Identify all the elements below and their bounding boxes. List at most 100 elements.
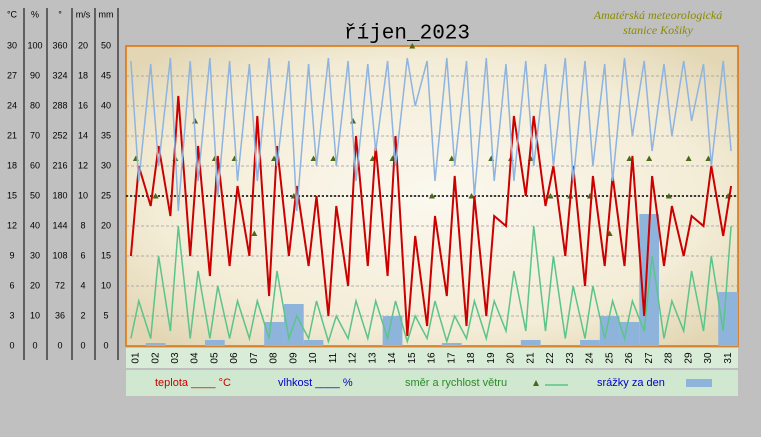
wind-direction-marker — [330, 155, 337, 161]
wind-direction-marker — [251, 230, 258, 236]
x-tick-label: 06 — [229, 352, 240, 364]
y-tick-label: 108 — [52, 250, 67, 260]
x-tick-label: 18 — [466, 352, 477, 364]
x-tick-label: 02 — [150, 352, 161, 364]
wind-direction-marker — [429, 193, 435, 199]
wind-direction-marker — [705, 155, 712, 161]
y-tick-label: 60 — [30, 160, 40, 170]
y-tick-label: 10 — [78, 190, 88, 200]
series-line — [130, 57, 732, 212]
x-tick-label: 31 — [723, 352, 734, 364]
series-line — [130, 225, 732, 345]
axis-unit: ° — [58, 9, 62, 19]
wind-direction-marker — [448, 155, 455, 161]
x-tick-label: 09 — [288, 352, 299, 364]
y-tick-label: 12 — [7, 220, 17, 230]
x-tick-label: 27 — [644, 352, 655, 364]
x-tick-label: 10 — [308, 352, 319, 364]
x-axis-band — [126, 348, 738, 368]
wind-direction-marker — [152, 193, 159, 199]
y-tick-label: 30 — [101, 160, 111, 170]
y-tick-label: 36 — [55, 310, 65, 320]
y-tick-label: 16 — [78, 100, 88, 110]
y-tick-label: 180 — [52, 190, 67, 200]
y-tick-label: 20 — [30, 280, 40, 290]
chart-title: říjen_2023 — [344, 23, 470, 46]
y-tick-label: 252 — [52, 130, 67, 140]
wind-direction-marker — [665, 193, 672, 199]
y-tick-label: 0 — [103, 340, 108, 350]
axis-unit: °C — [7, 9, 18, 19]
y-tick-label: 30 — [30, 250, 40, 260]
station-name: stanice Košiky — [623, 23, 693, 37]
x-tick-label: 25 — [604, 352, 615, 364]
y-tick-label: 3 — [9, 310, 14, 320]
y-tick-label: 35 — [101, 130, 111, 140]
y-tick-label: 0 — [80, 340, 85, 350]
y-tick-label: 288 — [52, 100, 67, 110]
y-tick-label: 5 — [103, 310, 108, 320]
y-tick-label: 0 — [9, 340, 14, 350]
precip-bar — [204, 340, 225, 346]
x-tick-label: 26 — [624, 352, 635, 364]
axis-unit: % — [31, 9, 39, 19]
y-tick-label: 12 — [78, 160, 88, 170]
y-tick-label: 50 — [30, 190, 40, 200]
wind-direction-marker — [547, 193, 554, 199]
y-tick-label: 10 — [101, 280, 111, 290]
x-tick-label: 23 — [565, 352, 576, 364]
x-tick-label: 08 — [269, 352, 280, 364]
y-tick-label: 14 — [78, 130, 88, 140]
legend-swatch — [533, 380, 539, 386]
y-tick-label: 9 — [9, 250, 14, 260]
precip-bar — [441, 343, 462, 346]
legend-label: teplota ____ °C — [155, 377, 231, 389]
y-tick-label: 4 — [80, 280, 85, 290]
wind-direction-marker — [310, 155, 317, 161]
precip-bar — [718, 292, 738, 346]
station-name: Amatérská meteorologická — [593, 8, 723, 22]
x-tick-label: 22 — [545, 352, 556, 364]
x-tick-label: 17 — [446, 352, 457, 364]
y-tick-label: 324 — [52, 70, 67, 80]
wind-direction-marker — [626, 155, 633, 161]
y-tick-label: 20 — [101, 220, 111, 230]
wind-direction-marker — [409, 43, 416, 49]
x-tick-label: 12 — [348, 352, 359, 364]
axis-separators — [23, 8, 119, 360]
y-tick-label: 50 — [101, 40, 111, 50]
y-tick-label: 90 — [30, 70, 40, 80]
y-tick-label: 45 — [101, 70, 111, 80]
y-tick-label: 40 — [101, 100, 111, 110]
y-tick-label: 100 — [27, 40, 42, 50]
y-tick-label: 18 — [78, 70, 88, 80]
y-tick-label: 25 — [101, 190, 111, 200]
y-tick-label: 6 — [80, 250, 85, 260]
x-tick-label: 07 — [249, 352, 260, 364]
y-tick-label: 40 — [30, 220, 40, 230]
x-tick-label: 29 — [683, 352, 694, 364]
x-tick-label: 11 — [328, 352, 339, 363]
y-tick-label: 6 — [9, 280, 14, 290]
x-tick-label: 15 — [407, 352, 418, 364]
y-tick-label: 80 — [30, 100, 40, 110]
y-tick-label: 2 — [80, 310, 85, 320]
x-tick-label: 01 — [131, 352, 142, 364]
y-tick-label: 0 — [32, 340, 37, 350]
x-tick-label: 03 — [170, 352, 181, 364]
x-tick-label: 16 — [427, 352, 438, 364]
y-tick-label: 360 — [52, 40, 67, 50]
series-line — [129, 95, 733, 337]
y-tick-label: 30 — [7, 40, 17, 50]
x-tick-label: 24 — [585, 352, 596, 364]
x-tick-label: 14 — [387, 352, 398, 364]
x-tick-label: 13 — [367, 352, 378, 364]
legend-label: srážky za den — [597, 377, 665, 389]
precip-bar — [580, 340, 600, 346]
y-tick-label: 70 — [30, 130, 40, 140]
legend-band — [126, 370, 738, 396]
y-tick-label: 18 — [7, 160, 17, 170]
precip-bar — [520, 340, 541, 346]
y-tick-label: 24 — [7, 100, 17, 110]
wind-direction-marker — [685, 155, 692, 161]
